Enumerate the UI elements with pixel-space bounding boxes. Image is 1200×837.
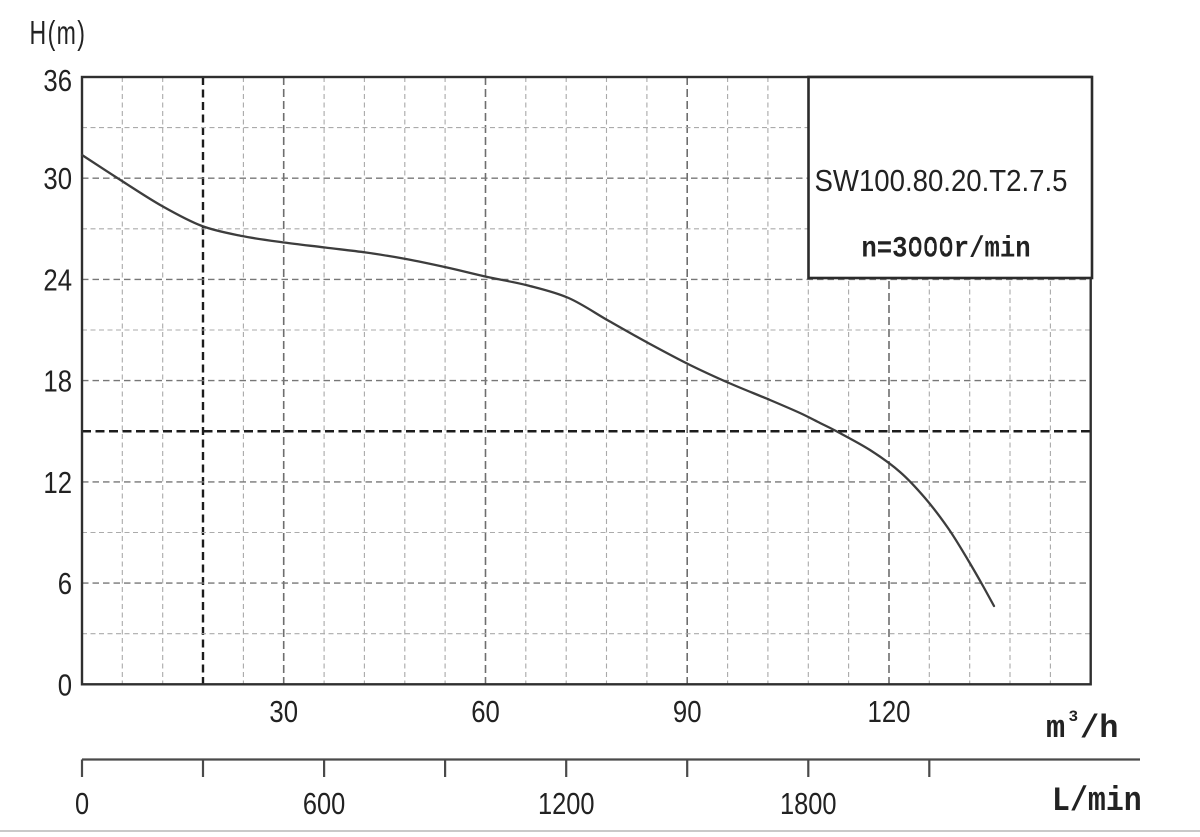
svg-text:6: 6 — [58, 567, 72, 602]
svg-text:0: 0 — [58, 668, 72, 703]
svg-text:30: 30 — [269, 695, 298, 730]
svg-text:30: 30 — [43, 162, 72, 197]
svg-text:L/min: L/min — [1052, 781, 1142, 820]
svg-text:3: 3 — [1069, 708, 1079, 726]
svg-text:/h: /h — [1080, 710, 1118, 747]
svg-text:36: 36 — [43, 64, 72, 99]
svg-text:90: 90 — [673, 695, 702, 730]
svg-text:12: 12 — [43, 466, 72, 501]
svg-text:18: 18 — [43, 364, 72, 399]
svg-text:m: m — [1046, 710, 1065, 747]
svg-text:1200: 1200 — [538, 787, 595, 822]
svg-text:SW100.80.20.T2.7.5: SW100.80.20.T2.7.5 — [815, 164, 1068, 199]
svg-text:600: 600 — [303, 787, 345, 822]
svg-text:60: 60 — [471, 695, 500, 730]
svg-text:1800: 1800 — [780, 787, 837, 822]
svg-text:H(m): H(m) — [30, 15, 87, 52]
svg-text:0: 0 — [75, 787, 89, 822]
svg-text:120: 120 — [868, 695, 911, 730]
svg-text:24: 24 — [43, 263, 72, 298]
